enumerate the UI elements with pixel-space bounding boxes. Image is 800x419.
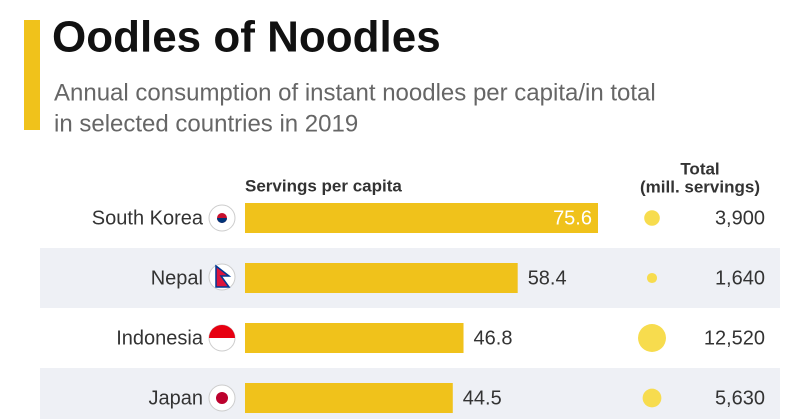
total-bubble	[642, 388, 662, 408]
flag	[216, 392, 228, 404]
chart-subtitle: in selected countries in 2019	[54, 110, 358, 137]
rows: South Korea 75.6 3,900 Nepal 58.4 1,640 Indone…	[40, 203, 780, 419]
value-label: 46.8	[474, 327, 513, 349]
total-label: 5,630	[715, 387, 765, 409]
total-label: 3,900	[715, 207, 765, 229]
flag	[215, 264, 232, 288]
flag	[209, 325, 235, 338]
flag	[217, 218, 227, 223]
accent-bar	[24, 20, 40, 130]
total-bubble	[646, 272, 658, 284]
column-label: Total	[680, 159, 719, 178]
value-label: 58.4	[528, 267, 567, 289]
category-label: Indonesia	[116, 327, 204, 349]
axis-label: Servings per capita	[245, 176, 402, 195]
bar	[245, 323, 464, 353]
total-label: 12,520	[704, 327, 765, 349]
total-label: 1,640	[715, 267, 765, 289]
chart-subtitle: Annual consumption of instant noodles pe…	[54, 79, 656, 106]
bar	[245, 263, 518, 293]
category-label: Nepal	[151, 267, 203, 289]
category-label: South Korea	[92, 207, 204, 229]
category-label: Japan	[149, 387, 204, 409]
column-label: (mill. servings)	[640, 177, 760, 196]
total-bubble	[644, 210, 660, 226]
bar	[245, 383, 453, 413]
value-label: 44.5	[463, 387, 502, 409]
flags	[208, 204, 236, 412]
chart-title: Oodles of Noodles	[52, 13, 441, 62]
value-label: 75.6	[553, 207, 592, 229]
total-bubble	[638, 324, 666, 352]
bar	[245, 203, 598, 233]
